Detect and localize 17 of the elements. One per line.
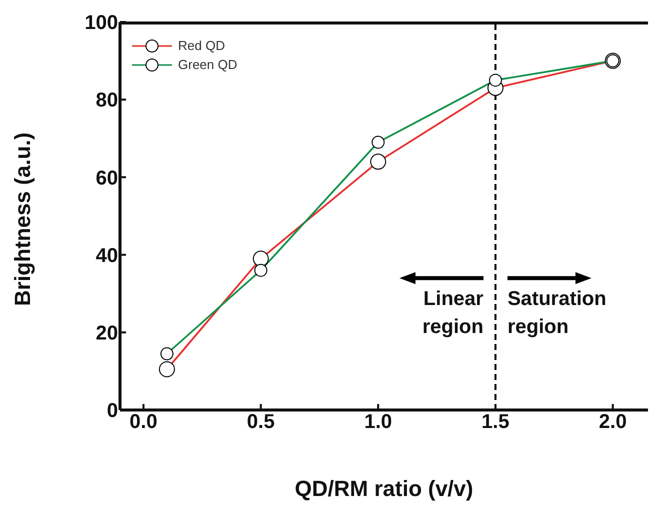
x-tick-label: 0.0 [130,411,158,434]
y-tick-label: 80 [96,90,118,112]
x-axis-title: QD/RM ratio (v/v) [294,476,474,501]
y-tick-label: 0 [106,400,118,422]
x-tick-label: 1.5 [482,411,510,434]
x-tick-label: 0.5 [246,411,275,434]
annotation: Linear region [422,288,484,338]
annotation: Saturation region [507,288,606,338]
legend-label: Green QD [178,57,238,72]
x-tick-label: 2.0 [598,411,627,434]
y-tick-label: 40 [96,244,118,267]
y-tick-label: 60 [96,167,118,190]
legend-label: Red QD [178,38,225,53]
y-tick-label: 100 [84,12,118,34]
y-tick-label: 20 [96,322,118,344]
y-axis-title: Brightness (a.u.) [10,132,35,306]
x-tick-label: 1.0 [364,411,392,434]
